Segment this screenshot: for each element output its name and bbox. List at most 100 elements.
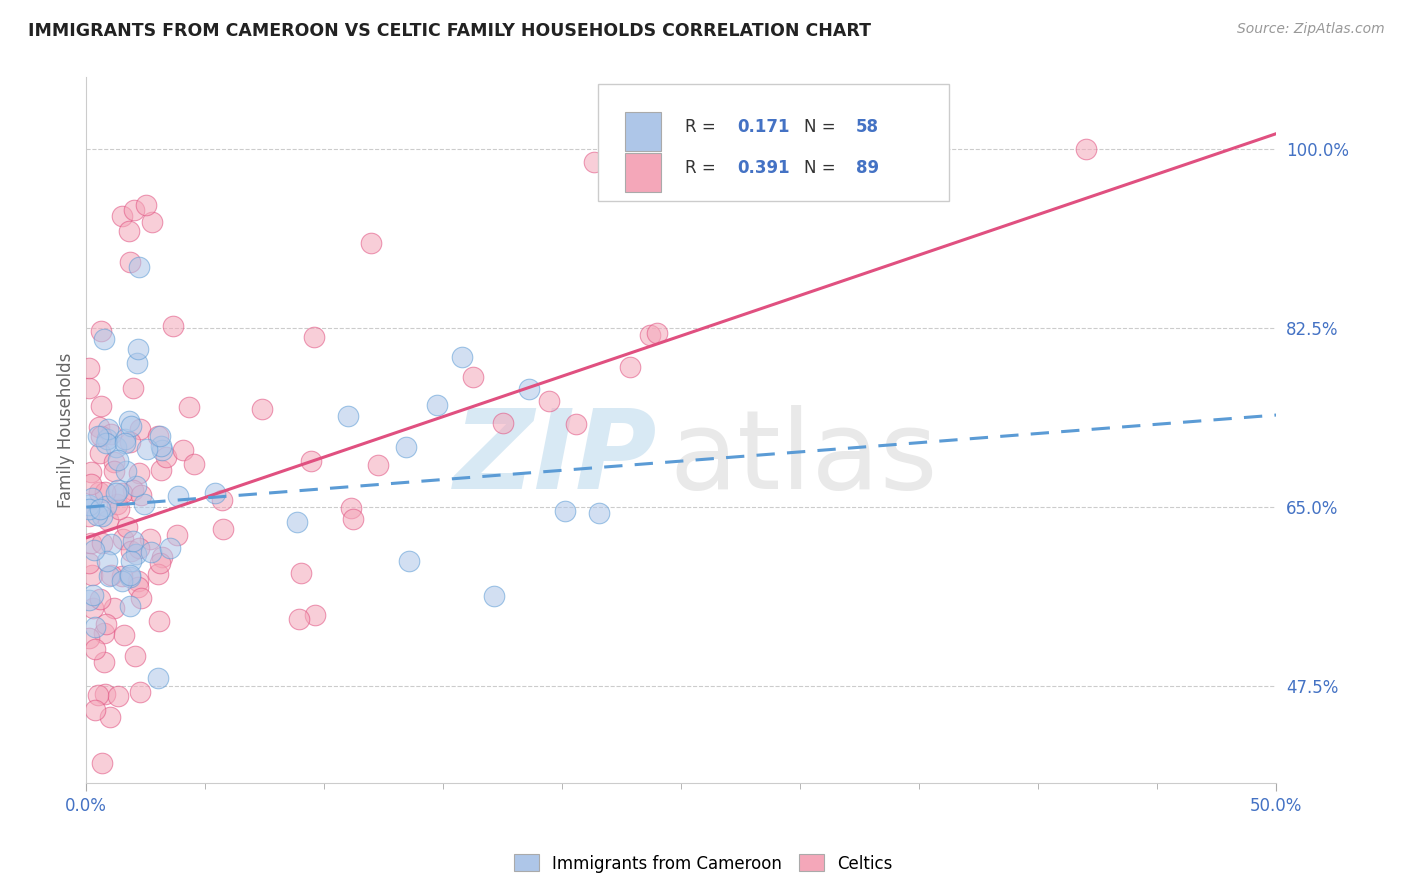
Point bbox=[114, 436, 136, 450]
Point bbox=[150, 549, 173, 564]
Point bbox=[398, 553, 420, 567]
Point bbox=[77, 593, 100, 607]
Point bbox=[122, 203, 145, 218]
Point bbox=[120, 434, 142, 449]
Point bbox=[77, 381, 100, 395]
Point bbox=[111, 569, 134, 583]
Point bbox=[93, 625, 115, 640]
Point bbox=[204, 486, 226, 500]
Point bbox=[252, 402, 274, 417]
Point bbox=[125, 356, 148, 370]
Text: N =: N = bbox=[804, 118, 841, 136]
Point bbox=[492, 416, 515, 430]
Point bbox=[640, 328, 662, 343]
Point bbox=[77, 631, 100, 645]
Point bbox=[149, 439, 172, 453]
Point bbox=[89, 420, 111, 434]
Point bbox=[118, 224, 141, 238]
Point bbox=[149, 429, 172, 443]
Point bbox=[82, 589, 104, 603]
Point bbox=[148, 566, 170, 581]
Point bbox=[117, 520, 139, 534]
Point bbox=[135, 198, 157, 212]
Point bbox=[588, 506, 610, 520]
Point bbox=[162, 318, 184, 333]
Point bbox=[149, 557, 172, 571]
Point bbox=[583, 154, 606, 169]
Point bbox=[177, 401, 200, 415]
Point bbox=[619, 359, 641, 374]
Point bbox=[150, 442, 173, 457]
Point bbox=[554, 504, 576, 518]
Point bbox=[94, 500, 117, 514]
Text: 0.171: 0.171 bbox=[737, 118, 790, 136]
Point bbox=[395, 441, 418, 455]
Y-axis label: Family Households: Family Households bbox=[58, 352, 75, 508]
Point bbox=[285, 515, 308, 529]
Legend: Immigrants from Cameroon, Celtics: Immigrants from Cameroon, Celtics bbox=[508, 847, 898, 880]
Point bbox=[146, 429, 169, 443]
Point bbox=[647, 326, 669, 341]
Point bbox=[89, 592, 111, 607]
Text: R =: R = bbox=[685, 118, 721, 136]
Point bbox=[100, 426, 122, 441]
Bar bbox=[626, 153, 661, 192]
Point bbox=[114, 432, 136, 446]
Point bbox=[86, 508, 108, 522]
Point bbox=[98, 569, 121, 583]
Point bbox=[110, 485, 132, 500]
Point bbox=[290, 566, 312, 580]
Point bbox=[124, 649, 146, 664]
Point bbox=[77, 360, 100, 375]
Point bbox=[118, 570, 141, 584]
Point bbox=[77, 498, 100, 512]
Point bbox=[287, 612, 309, 626]
Point bbox=[139, 533, 162, 547]
Point bbox=[482, 589, 505, 603]
Point bbox=[98, 710, 121, 724]
Point bbox=[304, 608, 326, 623]
Point bbox=[120, 568, 142, 582]
Point bbox=[105, 486, 128, 500]
Point bbox=[128, 541, 150, 555]
Point bbox=[127, 580, 149, 594]
Point bbox=[93, 655, 115, 669]
Point bbox=[94, 687, 117, 701]
Point bbox=[167, 489, 190, 503]
Point bbox=[105, 440, 128, 454]
Point bbox=[118, 599, 141, 613]
Point bbox=[82, 600, 104, 615]
Point bbox=[124, 547, 146, 561]
Point bbox=[131, 488, 153, 502]
Point bbox=[97, 513, 120, 527]
Point bbox=[87, 689, 110, 703]
Point bbox=[103, 600, 125, 615]
Text: ZIP: ZIP bbox=[454, 405, 658, 512]
Point bbox=[96, 433, 118, 447]
Point bbox=[117, 414, 139, 428]
Text: N =: N = bbox=[804, 159, 841, 177]
Point bbox=[1074, 142, 1097, 156]
Point bbox=[129, 591, 152, 605]
Point bbox=[100, 537, 122, 551]
Point bbox=[129, 422, 152, 436]
Point bbox=[79, 536, 101, 550]
Point bbox=[87, 484, 110, 499]
Point bbox=[103, 464, 125, 478]
Point bbox=[121, 533, 143, 548]
Point bbox=[77, 556, 100, 570]
Point bbox=[120, 419, 142, 434]
Point bbox=[166, 528, 188, 542]
Point bbox=[90, 399, 112, 413]
Point bbox=[129, 685, 152, 699]
Point bbox=[120, 255, 142, 269]
Point bbox=[155, 450, 177, 464]
Point bbox=[111, 532, 134, 546]
Point bbox=[461, 370, 484, 384]
Point bbox=[124, 479, 146, 493]
Point bbox=[83, 619, 105, 633]
Point bbox=[336, 409, 359, 423]
Point bbox=[80, 567, 103, 582]
Point bbox=[211, 492, 233, 507]
Text: R =: R = bbox=[685, 159, 721, 177]
